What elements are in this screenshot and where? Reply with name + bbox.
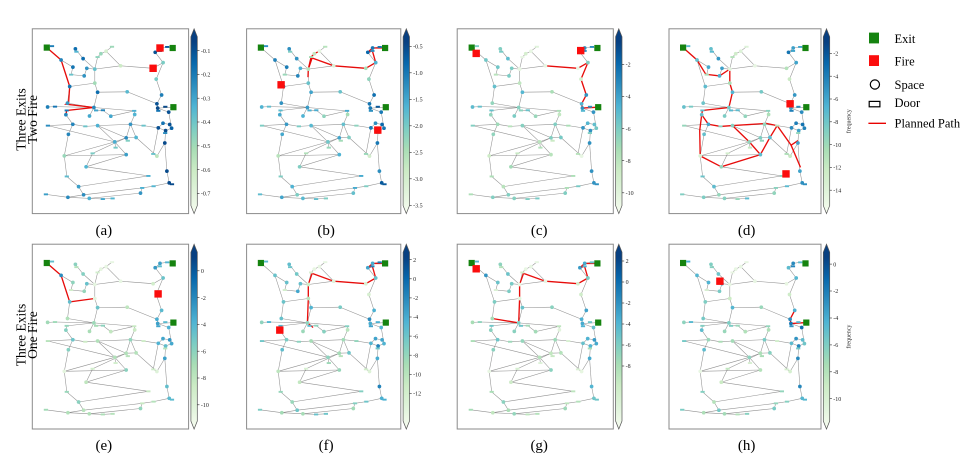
svg-text:-4: -4 — [626, 322, 631, 328]
svg-text:-6: -6 — [833, 97, 838, 103]
svg-text:-10: -10 — [201, 403, 209, 409]
svg-text:-6: -6 — [833, 343, 838, 349]
svg-text:-2.5: -2.5 — [413, 151, 423, 157]
svg-text:Space: Space — [895, 78, 925, 92]
svg-text:-10: -10 — [413, 373, 421, 379]
svg-text:(f): (f) — [319, 438, 334, 454]
svg-text:-2: -2 — [833, 289, 838, 295]
svg-text:-3.0: -3.0 — [413, 177, 423, 183]
svg-text:0: 0 — [413, 277, 416, 283]
svg-text:-2: -2 — [626, 63, 631, 69]
svg-text:0: 0 — [626, 280, 629, 286]
svg-text:-2.0: -2.0 — [413, 124, 423, 130]
svg-text:(g): (g) — [530, 438, 548, 454]
svg-text:-8: -8 — [626, 159, 631, 165]
svg-text:-12: -12 — [833, 166, 841, 172]
svg-text:-12: -12 — [413, 392, 421, 398]
svg-text:-10: -10 — [626, 191, 634, 197]
svg-text:(c): (c) — [531, 223, 548, 239]
svg-text:2: 2 — [413, 258, 416, 264]
svg-text:-6: -6 — [626, 127, 631, 133]
svg-text:-0.5: -0.5 — [201, 144, 211, 150]
svg-text:One Fire: One Fire — [25, 311, 40, 359]
svg-text:-0.7: -0.7 — [201, 192, 211, 198]
svg-text:(h): (h) — [738, 438, 756, 454]
svg-text:-6: -6 — [413, 334, 418, 340]
svg-text:-1.0: -1.0 — [413, 71, 423, 77]
svg-text:-0.6: -0.6 — [201, 168, 211, 174]
svg-text:(b): (b) — [317, 223, 335, 239]
svg-text:-2: -2 — [833, 52, 838, 58]
svg-text:-1.5: -1.5 — [413, 98, 423, 104]
svg-text:-8: -8 — [833, 120, 838, 126]
svg-text:-4: -4 — [201, 323, 206, 329]
svg-text:-0.2: -0.2 — [201, 73, 211, 79]
svg-text:-6: -6 — [626, 343, 631, 349]
svg-text:-2: -2 — [626, 301, 631, 307]
svg-text:Exit: Exit — [895, 32, 916, 46]
svg-text:-8: -8 — [626, 364, 631, 370]
svg-text:-0.4: -0.4 — [201, 120, 211, 126]
svg-text:-0.5: -0.5 — [413, 45, 423, 51]
svg-text:-8: -8 — [201, 376, 206, 382]
svg-text:-2: -2 — [201, 296, 206, 302]
svg-text:-10: -10 — [833, 397, 841, 403]
svg-text:-14: -14 — [833, 188, 841, 194]
svg-text:-4: -4 — [833, 316, 838, 322]
svg-text:-2: -2 — [413, 296, 418, 302]
svg-text:Planned Path: Planned Path — [895, 116, 961, 130]
svg-text:frequency: frequency — [846, 109, 853, 133]
svg-text:0: 0 — [833, 262, 836, 268]
svg-text:-0.1: -0.1 — [201, 49, 211, 55]
svg-text:-4: -4 — [833, 74, 838, 80]
svg-text:Fire: Fire — [895, 55, 916, 69]
svg-text:-4: -4 — [413, 315, 418, 321]
svg-text:0: 0 — [201, 269, 204, 275]
svg-text:(d): (d) — [738, 223, 756, 239]
svg-text:-3.5: -3.5 — [413, 204, 423, 210]
svg-text:(a): (a) — [95, 223, 112, 239]
svg-text:-0.3: -0.3 — [201, 96, 211, 102]
svg-text:-10: -10 — [833, 143, 841, 149]
svg-text:Door: Door — [895, 96, 922, 110]
svg-text:-4: -4 — [626, 95, 631, 101]
svg-text:Two Fire: Two Fire — [25, 95, 40, 144]
svg-text:-8: -8 — [833, 370, 838, 376]
svg-text:2: 2 — [626, 259, 629, 265]
svg-text:-8: -8 — [413, 353, 418, 359]
svg-text:(e): (e) — [95, 438, 112, 454]
svg-text:frequency: frequency — [846, 325, 853, 349]
svg-text:-6: -6 — [201, 349, 206, 355]
